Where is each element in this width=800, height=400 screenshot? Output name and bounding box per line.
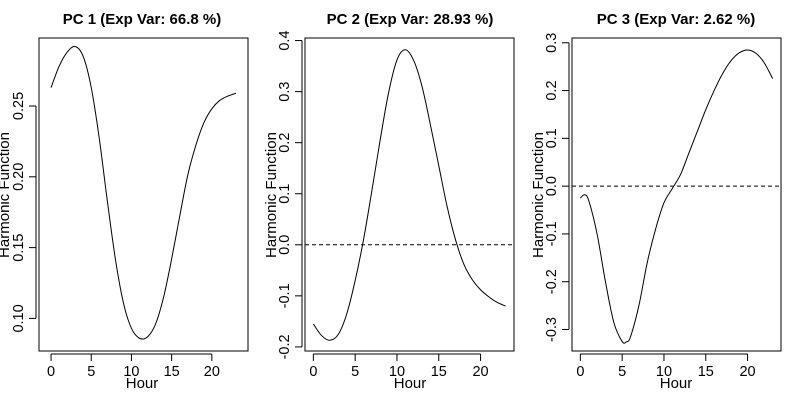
panel-2-x-tick-label: 15 xyxy=(431,364,447,380)
panel-2-series-line xyxy=(312,49,506,341)
panel-2-y-tick-label: -0.1 xyxy=(277,283,293,308)
panel-1: PC 1 (Exp Var: 66.8 %) 0 5 10 15 20 0.10 0.15… xyxy=(0,11,249,392)
panel-3-x-tick-label: 10 xyxy=(656,364,672,380)
panel-1-x-tick-label: 15 xyxy=(164,364,180,380)
panel-1-plot-box xyxy=(38,37,249,352)
panel-2-x-tick-label: 10 xyxy=(389,364,405,380)
panel-1-y-tick-label: 0.20 xyxy=(11,163,27,191)
panel-2-y-axis-label: Harmonic Function xyxy=(263,132,280,258)
panel-3-series-line xyxy=(580,49,774,344)
panel-2-y-tick-label: 0.4 xyxy=(277,30,293,50)
panel-1-y-tick-label: 0.10 xyxy=(11,304,27,332)
panel-1-y-tick-label: 0.25 xyxy=(11,92,27,120)
panel-3-x-tick-label: 15 xyxy=(698,364,714,380)
panel-2-y-tick-label: 0.2 xyxy=(277,133,293,153)
panel-3-y-tick-label: 0.3 xyxy=(544,33,560,53)
panel-3-x-axis-label: Hour xyxy=(660,375,693,392)
panel-3-y-tick-label: 0.1 xyxy=(544,128,560,148)
panel-1-title: PC 1 (Exp Var: 66.8 %) xyxy=(63,11,221,28)
panel-3-y-tick-label: 0.2 xyxy=(544,80,560,100)
panel-1-y-tick-label: 0.15 xyxy=(11,233,27,261)
panel-3-y-tick-label: -0.3 xyxy=(544,317,560,342)
panel-2-y-tick-label: 0.0 xyxy=(277,235,293,255)
panel-2-x-axis-label: Hour xyxy=(394,375,427,392)
panel-3-x-tick-label: 5 xyxy=(618,364,626,380)
panel-2-y-tick-label: 0.1 xyxy=(277,184,293,204)
panel-1-y-axis-label: Harmonic Function xyxy=(0,132,13,258)
panel-2-plot-box xyxy=(304,37,515,352)
panel-3-x-tick-label: 0 xyxy=(576,364,584,380)
panel-2-y-tick-label: 0.3 xyxy=(277,82,293,102)
panel-3-x-tick-label: 20 xyxy=(739,364,755,380)
panel-3: PC 3 (Exp Var: 2.62 %) 0 5 10 15 20 -0.3 -0.2… xyxy=(530,11,782,392)
panel-2-x-tick-label: 0 xyxy=(309,364,317,380)
panel-2: PC 2 (Exp Var: 28.93 %) 0 5 10 15 20 -0.2 -0.… xyxy=(263,11,515,392)
panel-1-x-tick-label: 0 xyxy=(47,364,55,380)
panel-1-x-tick-label: 10 xyxy=(123,364,139,380)
panel-3-title: PC 3 (Exp Var: 2.62 %) xyxy=(597,11,755,28)
panel-3-y-tick-label: 0.0 xyxy=(544,176,560,196)
panel-2-title: PC 2 (Exp Var: 28.93 %) xyxy=(327,11,494,28)
panel-2-y-tick-label: -0.2 xyxy=(277,334,293,359)
panel-2-x-tick-label: 5 xyxy=(351,364,359,380)
panel-3-plot-box xyxy=(571,37,782,352)
panel-1-x-axis-label: Hour xyxy=(126,375,159,392)
panel-3-y-tick-label: -0.1 xyxy=(544,221,560,246)
panel-3-y-tick-label: -0.2 xyxy=(544,269,560,294)
panel-3-y-axis-label: Harmonic Function xyxy=(530,132,547,258)
panel-1-x-tick-label: 5 xyxy=(87,364,95,380)
panel-2-x-tick-label: 20 xyxy=(472,364,488,380)
panel-1-series-line xyxy=(50,45,237,340)
panel-1-x-tick-label: 20 xyxy=(204,364,220,380)
